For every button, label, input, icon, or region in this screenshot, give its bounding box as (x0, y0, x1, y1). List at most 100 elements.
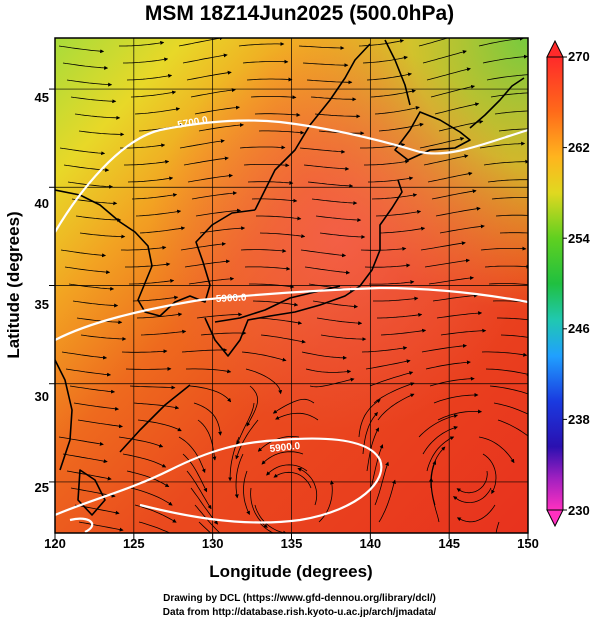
streamline (314, 113, 361, 119)
streamline (187, 173, 233, 183)
streamline (256, 215, 302, 221)
streamline (80, 334, 127, 341)
streamline (456, 504, 496, 523)
height-contours (55, 119, 528, 533)
streamline (238, 42, 285, 47)
streamline (69, 385, 116, 394)
streamline (129, 278, 175, 285)
x-tick-labels: 120 125 130 135 140 145 150 (44, 536, 539, 551)
streamline (307, 181, 354, 188)
streamline (299, 147, 346, 154)
streamline (140, 329, 187, 336)
streamline (244, 266, 291, 271)
streamline (498, 128, 528, 132)
streamline (241, 351, 287, 362)
streamline (242, 59, 289, 64)
streamline (478, 38, 524, 47)
streamline (366, 72, 412, 81)
streamline (418, 414, 459, 438)
streamline (194, 105, 240, 115)
streamline (428, 276, 474, 285)
x-tick-label: 130 (202, 536, 224, 551)
streamline (180, 242, 226, 251)
streamline (196, 312, 243, 319)
streamline (250, 95, 297, 100)
colorbar-min-arrow (546, 509, 564, 528)
streamline (261, 451, 304, 465)
streamline (429, 477, 440, 523)
streamline (310, 96, 357, 102)
colorbar-bar (546, 56, 564, 511)
streamline (309, 377, 355, 388)
streamline (78, 521, 124, 532)
streamline (133, 402, 180, 410)
streamline (228, 436, 240, 482)
streamline (266, 464, 308, 476)
streamline (235, 419, 259, 460)
streamline (311, 198, 358, 205)
streamline (478, 436, 515, 464)
streamline (59, 147, 106, 156)
colorbar-max-arrow (546, 39, 564, 58)
streamline (247, 180, 294, 185)
coastlines (55, 39, 525, 516)
streamline (60, 249, 107, 258)
y-axis-title: Latitude (degrees) (4, 211, 23, 358)
streamline (138, 521, 171, 533)
colorbar: 270 262 254 246 238 230 (546, 39, 590, 528)
streamline (275, 412, 319, 421)
streamline (494, 110, 528, 115)
streamline (360, 246, 407, 251)
streamline (489, 385, 528, 395)
streamline (373, 296, 419, 302)
streamline (301, 351, 347, 360)
streamline (254, 504, 288, 533)
streamline (364, 159, 410, 166)
streamline (423, 154, 469, 166)
streamline (369, 371, 414, 387)
streamline (246, 77, 293, 82)
streamline (426, 67, 471, 81)
x-tick-label: 120 (44, 536, 66, 551)
streamline (432, 293, 479, 302)
x-tick-label: 135 (281, 536, 303, 551)
streamline (495, 521, 500, 533)
streamline (370, 444, 384, 489)
streamline (119, 40, 165, 47)
streamline (178, 436, 206, 474)
streamline (479, 141, 526, 149)
streamline (131, 193, 178, 200)
streamline (380, 328, 427, 336)
credits: Drawing by DCL (https://www.gfd-dennou.o… (0, 592, 599, 620)
streamline (189, 385, 232, 403)
streamline (318, 480, 334, 523)
streamline (198, 123, 244, 132)
streamline (319, 232, 366, 239)
streamline (74, 113, 121, 120)
streamline (240, 248, 287, 253)
colorbar-tick-label: 230 (568, 503, 590, 518)
streamline (182, 453, 208, 493)
streamline (424, 258, 470, 268)
streamline (418, 38, 449, 47)
streamline (493, 402, 528, 415)
streamline (481, 351, 528, 357)
streamline (303, 164, 350, 171)
streamline (73, 402, 120, 411)
streamline (497, 419, 528, 437)
streamline (300, 249, 347, 258)
credit-data: Data from http://database.rish.kyoto-u.a… (162, 607, 437, 618)
streamline (186, 70, 232, 81)
streamline (249, 283, 295, 289)
streamline (134, 107, 181, 115)
streamline (421, 343, 467, 353)
streamline (490, 92, 528, 98)
streamline (426, 436, 455, 472)
streamline (260, 334, 306, 344)
streamline (134, 504, 177, 523)
contour-label-5700: 5700.0 (177, 115, 209, 131)
x-tick-label: 145 (438, 536, 460, 551)
streamline (482, 453, 497, 494)
axis-ticks (49, 88, 529, 539)
streamline (497, 317, 528, 321)
